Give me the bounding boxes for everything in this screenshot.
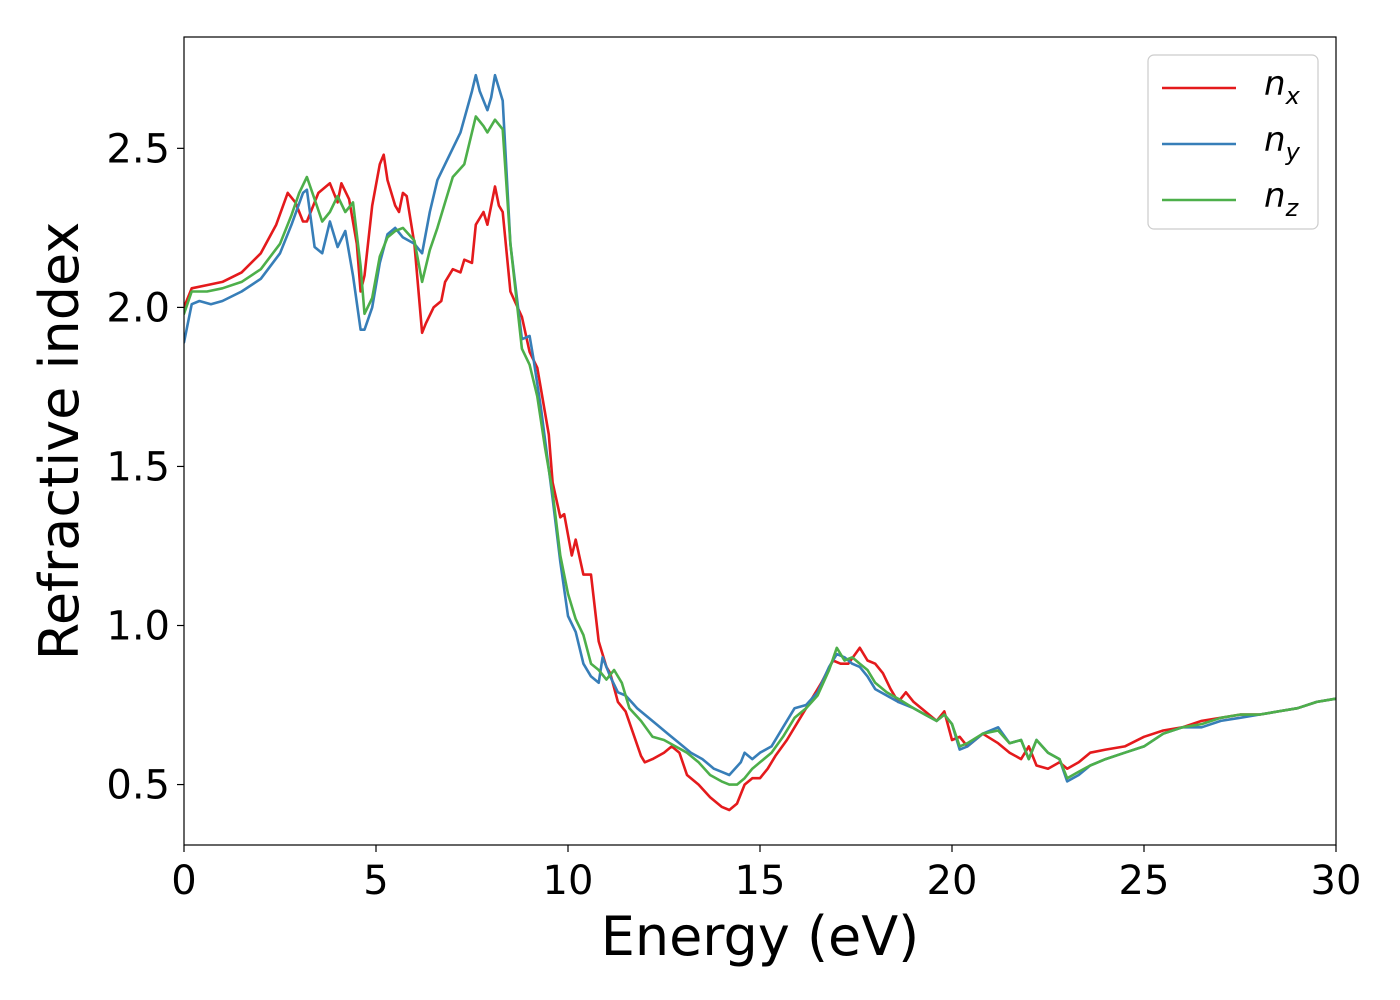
x-tick-label: 10 — [543, 858, 594, 904]
y-axis-label: Refractive index — [28, 222, 91, 661]
series-line-n-z — [184, 115, 1336, 786]
x-tick-label: 30 — [1311, 858, 1362, 904]
y-tick-label: 1.0 — [106, 604, 170, 650]
legend-label-n-z: nz — [1264, 176, 1300, 222]
x-tick-label: 25 — [1119, 858, 1170, 904]
legend-label-n-y: ny — [1264, 120, 1301, 166]
x-tick-label: 5 — [363, 858, 388, 904]
y-tick-label: 2.0 — [106, 285, 170, 331]
legend-box — [1147, 54, 1319, 230]
x-tick-label: 15 — [735, 858, 786, 904]
legend: nx ny nz — [1147, 54, 1319, 230]
series-layer — [184, 73, 1336, 812]
legend-items: nx ny nz — [1162, 64, 1301, 222]
y-tick-label: 2.5 — [106, 126, 170, 172]
ticks-layer: 0 5 10 15 20 25 30 0.5 1.0 1.5 2.0 2.5 — [106, 126, 1361, 904]
x-axis-label: Energy (eV) — [601, 905, 920, 968]
y-tick-label: 1.5 — [106, 444, 170, 490]
series-line-n-x — [184, 153, 1336, 812]
x-tick-label: 0 — [171, 858, 196, 904]
y-tick-label: 0.5 — [106, 763, 170, 809]
legend-label-n-x: nx — [1264, 64, 1301, 110]
x-tick-label: 20 — [927, 858, 978, 904]
